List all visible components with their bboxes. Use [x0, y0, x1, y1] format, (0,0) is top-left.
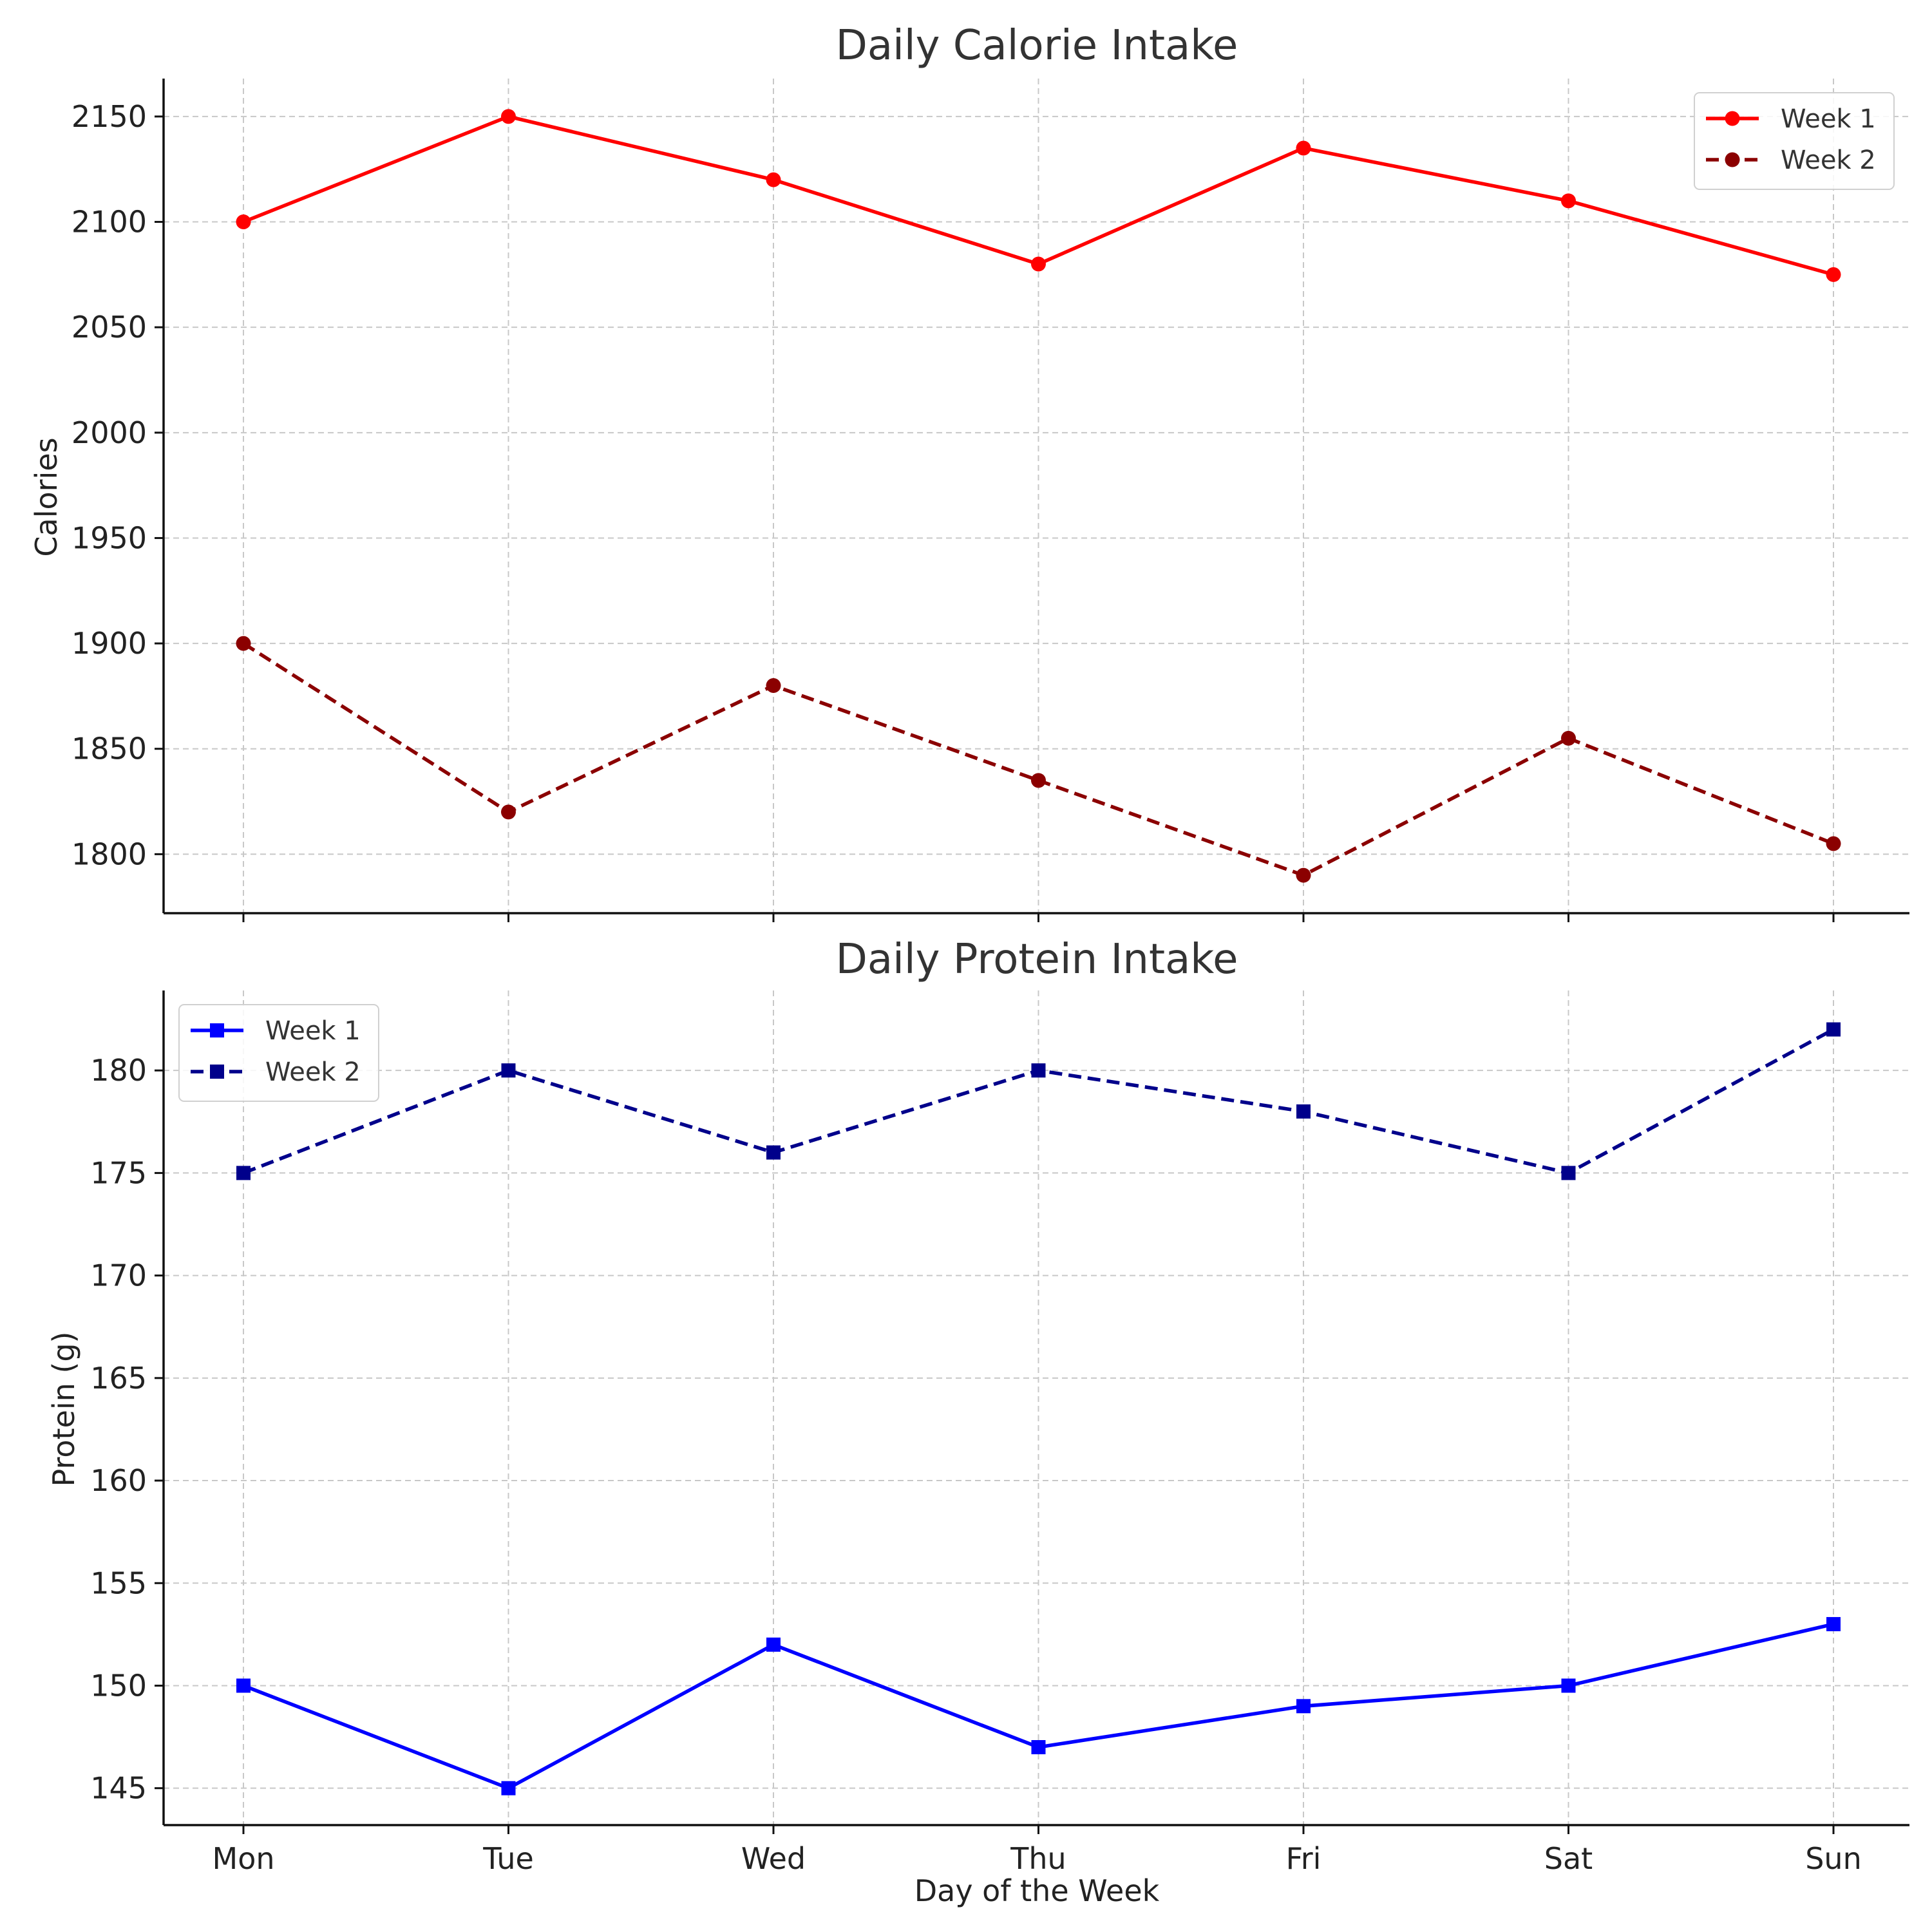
- protein-legend: Week 1 Week 2: [178, 1004, 379, 1102]
- protein-y-tick-label: 170: [90, 1258, 147, 1293]
- calorie-legend: Week 1 Week 2: [1694, 92, 1895, 190]
- protein-legend-label: Week 2: [265, 1057, 361, 1087]
- x-tick-label: Wed: [741, 1841, 806, 1876]
- x-tick-label: Thu: [1010, 1841, 1066, 1876]
- calorie-series-1-point: [766, 172, 781, 187]
- protein-series-2-point: [1296, 1104, 1311, 1119]
- calorie-series-1-point: [236, 214, 251, 230]
- x-tick-label: Fri: [1286, 1841, 1321, 1876]
- calorie-legend-marker: [1725, 152, 1740, 167]
- x-tick-label: Mon: [213, 1841, 275, 1876]
- protein-series-1-point: [1561, 1678, 1576, 1693]
- calorie-series: [236, 109, 1841, 883]
- protein-series-1-point: [236, 1678, 251, 1693]
- calorie-chart: Daily Calorie Intake Calories 1800 1850 19…: [29, 22, 1909, 922]
- protein-legend-label: Week 1: [265, 1016, 361, 1046]
- protein-series-2-point: [766, 1145, 781, 1160]
- calorie-gridlines: [164, 79, 1909, 913]
- protein-legend-marker: [210, 1023, 224, 1037]
- calorie-series-2-point: [1296, 867, 1311, 883]
- protein-series-1-point: [1826, 1616, 1841, 1631]
- protein-legend-marker: [210, 1065, 224, 1079]
- x-tick-label: Sat: [1544, 1841, 1593, 1876]
- calorie-axes: 1800 1850 1900 1950 2000 2050 2100 2150: [71, 79, 1909, 922]
- calorie-series-1-point: [501, 109, 516, 124]
- calorie-series-2-point: [1826, 836, 1841, 851]
- protein-y-tick-label: 165: [90, 1361, 147, 1396]
- calorie-y-tick-label: 2150: [71, 99, 147, 134]
- protein-series-1-point: [501, 1781, 516, 1795]
- protein-series: [236, 1022, 1841, 1795]
- protein-y-tick-label: 175: [90, 1155, 147, 1190]
- protein-chart: Daily Protein Intake Protein (g) Day of …: [46, 936, 1909, 1908]
- calorie-series-2-point: [1031, 773, 1046, 788]
- calorie-series-2-point: [766, 678, 781, 694]
- calorie-series-1-point: [1296, 140, 1311, 156]
- x-tick-label: Tue: [482, 1841, 534, 1876]
- protein-axes: Mon Tue Wed Thu Fri Sat Sun 145 150 155 160 165 170 1…: [90, 990, 1909, 1876]
- calorie-legend-label: Week 1: [1781, 104, 1876, 134]
- protein-y-tick-label: 155: [90, 1566, 147, 1600]
- calorie-series-1-point: [1031, 256, 1046, 272]
- calorie-y-tick-label: 1950: [71, 520, 147, 555]
- protein-y-axis-label: Protein (g): [46, 1332, 81, 1487]
- x-tick-label: Sun: [1805, 1841, 1862, 1876]
- protein-series-2-point: [1561, 1166, 1576, 1180]
- calorie-chart-title: Daily Calorie Intake: [836, 22, 1238, 70]
- calorie-y-axis-label: Calories: [29, 437, 64, 556]
- calorie-y-tick-label: 1900: [71, 626, 147, 661]
- calorie-y-tick-label: 2000: [71, 415, 147, 450]
- calorie-series-1-point: [1826, 267, 1841, 282]
- protein-series-2-point: [236, 1166, 251, 1180]
- protein-series-1-point: [1296, 1699, 1311, 1714]
- protein-y-tick-label: 150: [90, 1668, 147, 1703]
- protein-series-2-point: [1031, 1063, 1046, 1078]
- x-axis-label: Day of the Week: [914, 1873, 1160, 1908]
- calorie-series-2-point: [236, 636, 251, 651]
- protein-series-2-point: [501, 1063, 516, 1078]
- protein-series-2-point: [1826, 1022, 1841, 1037]
- protein-series-1-point: [1031, 1739, 1046, 1754]
- calorie-series-2-point: [1561, 730, 1576, 746]
- protein-y-tick-label: 160: [90, 1463, 147, 1498]
- calorie-y-tick-label: 1850: [71, 732, 147, 766]
- calorie-y-tick-label: 1800: [71, 837, 147, 871]
- protein-series-1-point: [766, 1637, 781, 1652]
- protein-chart-title: Daily Protein Intake: [836, 936, 1238, 983]
- calorie-legend-label: Week 2: [1781, 146, 1876, 175]
- calorie-y-tick-label: 2050: [71, 310, 147, 345]
- protein-y-tick-label: 180: [90, 1053, 147, 1088]
- calorie-legend-marker: [1725, 111, 1740, 126]
- calorie-series-1-point: [1561, 193, 1576, 209]
- protein-y-tick-label: 145: [90, 1771, 147, 1806]
- calorie-y-tick-label: 2100: [71, 205, 147, 240]
- calorie-series-2-point: [501, 804, 516, 820]
